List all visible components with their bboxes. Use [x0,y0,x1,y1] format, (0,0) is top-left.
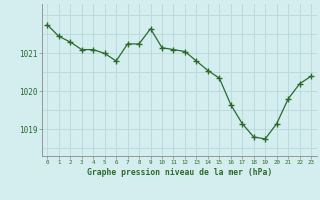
X-axis label: Graphe pression niveau de la mer (hPa): Graphe pression niveau de la mer (hPa) [87,168,272,177]
